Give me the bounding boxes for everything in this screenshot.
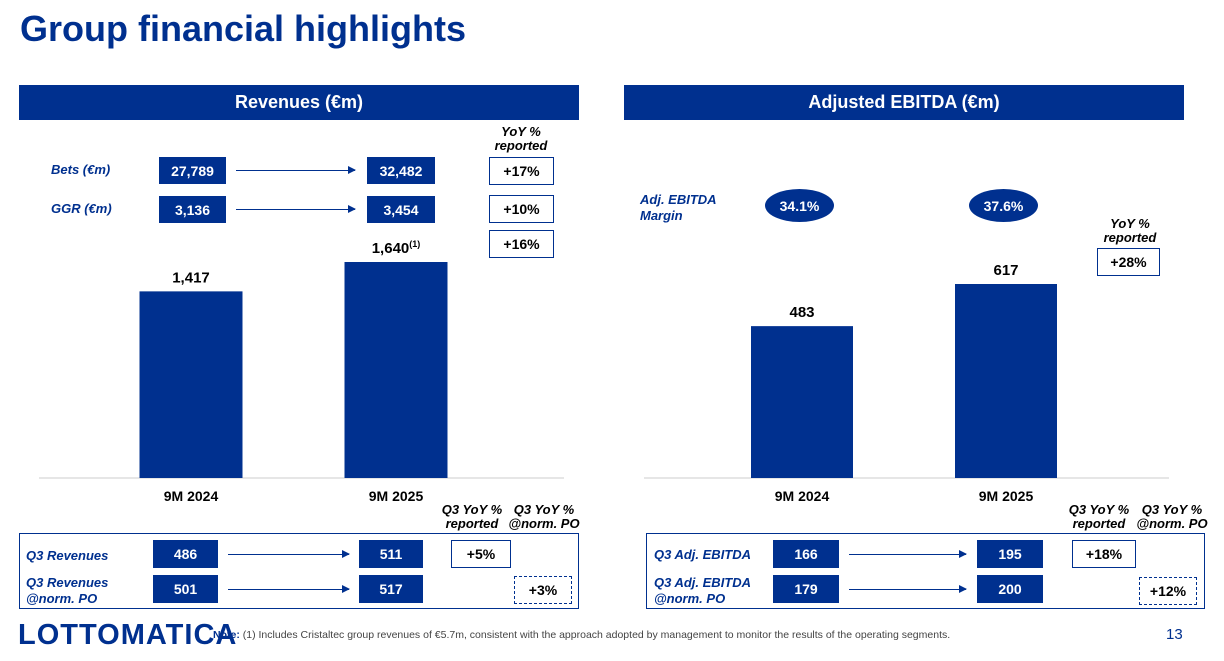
q3-ebitda-norm-2025-value: 200	[977, 575, 1043, 603]
revenues-panel-header: Revenues (€m)	[19, 85, 579, 120]
bets-label: Bets (€m)	[51, 162, 111, 177]
page-number: 13	[1166, 626, 1183, 643]
ebitda-total-yoy: +28%	[1097, 248, 1160, 276]
revenues-yoy-header: YoY % reported	[488, 125, 554, 153]
ebitda-margin-2025-badge: 37.6%	[969, 189, 1038, 222]
q3-revenues-norm-label-line2: @norm. PO	[26, 591, 98, 606]
revenues-q3-reported-header: Q3 YoY % reported	[436, 503, 508, 531]
bets-yoy-value: +17%	[489, 157, 554, 185]
q3-ebitda-norm-arrow	[849, 585, 967, 593]
ebitda-q3-norm-header: Q3 YoY % @norm. PO	[1133, 503, 1211, 531]
q3-revenues-yoy-value: +5%	[451, 540, 511, 568]
q3-revenues-2024-value: 486	[153, 540, 218, 568]
ebitda-margin-2024-badge: 34.1%	[765, 189, 834, 222]
q3-reported-header-line2: reported	[445, 516, 499, 531]
bar-9m-2025	[955, 284, 1057, 478]
ggr-2025-value: 3,454	[367, 196, 435, 223]
bar-9m-2024	[751, 326, 853, 478]
q3-ebitda-yoy-value: +18%	[1072, 540, 1136, 568]
q3-revenues-norm-label: Q3 Revenues @norm. PO	[26, 575, 108, 607]
ebitda-bar-chart: 483 9M 2024 617 9M 2025	[644, 262, 1169, 504]
revenues-total-yoy: +16%	[489, 230, 554, 258]
q3-revenues-2025-value: 511	[359, 540, 423, 568]
q3-revenues-norm-yoy-value: +3%	[514, 576, 572, 604]
bar-value-footnote-marker: (1)	[409, 239, 420, 249]
bar-9m-2024	[139, 291, 243, 478]
page-title: Group financial highlights	[20, 8, 466, 49]
category-tick-label: 9M 2024	[775, 488, 830, 504]
q3-ebitda-arrow	[849, 550, 967, 558]
ebitda-panel-header: Adjusted EBITDA (€m)	[624, 85, 1184, 120]
q3-ebitda-norm-label-line1: Q3 Adj. EBITDA	[654, 575, 752, 590]
ebitda-margin-label: Adj. EBITDA Margin	[640, 192, 717, 224]
footnote-text: (1) Includes Cristaltec group revenues o…	[242, 629, 951, 641]
bets-arrow	[236, 166, 356, 174]
revenues-bar-chart: 1,417 9M 2024 1,640(1) 9M 2025	[39, 239, 564, 504]
bar-value-label: 1,640(1)	[372, 239, 421, 257]
ebitda-q3-reported-header: Q3 YoY % reported	[1063, 503, 1135, 531]
q3-revenues-norm-2024-value: 501	[153, 575, 218, 603]
bar-9m-2025	[344, 262, 448, 478]
margin-label-line2: Margin	[640, 208, 683, 223]
margin-label-line1: Adj. EBITDA	[640, 192, 717, 207]
bets-2025-value: 32,482	[367, 157, 435, 184]
q3-ebitda-label: Q3 Adj. EBITDA	[654, 547, 752, 562]
q3-ebitda-norm-label: Q3 Adj. EBITDA @norm. PO	[654, 575, 751, 607]
revenues-q3-norm-header: Q3 YoY % @norm. PO	[506, 503, 582, 531]
q3-revenues-label: Q3 Revenues	[26, 548, 109, 563]
bets-2024-value: 27,789	[159, 157, 226, 184]
ggr-2024-value: 3,136	[159, 196, 226, 223]
yoy-header-line2: reported	[494, 138, 548, 153]
ggr-yoy-value: +10%	[489, 195, 554, 223]
q3-ebitda-2025-value: 195	[977, 540, 1043, 568]
yoy-header-line2: reported	[1103, 230, 1157, 245]
q3-ebitda-norm-yoy-value: +12%	[1139, 577, 1197, 605]
q3-revenues-norm-label-line1: Q3 Revenues	[26, 575, 109, 590]
q3-reported-header-line1: Q3 YoY %	[1068, 502, 1130, 517]
yoy-header-line1: YoY %	[1110, 216, 1150, 231]
q3-reported-header-line1: Q3 YoY %	[441, 502, 503, 517]
category-tick-label: 9M 2025	[979, 488, 1034, 504]
category-tick-label: 9M 2025	[369, 488, 424, 504]
bar-value-label: 483	[789, 304, 814, 321]
yoy-header-line1: YoY %	[501, 124, 541, 139]
ebitda-q3-frame	[646, 533, 1205, 609]
q3-norm-header-line2: @norm. PO	[1136, 516, 1208, 531]
q3-ebitda-2024-value: 166	[773, 540, 839, 568]
q3-revenues-arrow	[228, 550, 350, 558]
q3-ebitda-norm-2024-value: 179	[773, 575, 839, 603]
q3-revenues-norm-2025-value: 517	[359, 575, 423, 603]
ggr-arrow	[236, 205, 356, 213]
ebitda-yoy-header: YoY % reported	[1096, 217, 1164, 245]
lottomatica-logo: LOTTOMATICA	[18, 619, 238, 651]
q3-norm-header-line1: Q3 YoY %	[513, 502, 575, 517]
ggr-label: GGR (€m)	[51, 201, 112, 216]
footnote-label: Note:	[213, 629, 240, 641]
q3-norm-header-line2: @norm. PO	[508, 516, 580, 531]
q3-reported-header-line2: reported	[1072, 516, 1126, 531]
q3-norm-header-line1: Q3 YoY %	[1141, 502, 1203, 517]
q3-revenues-norm-arrow	[228, 585, 350, 593]
category-tick-label: 9M 2024	[164, 488, 219, 504]
bar-value-label: 1,417	[172, 269, 210, 286]
revenues-q3-frame	[19, 533, 579, 609]
footnote: Note: (1) Includes Cristaltec group reve…	[213, 629, 950, 641]
bar-value-label: 617	[993, 262, 1018, 279]
q3-ebitda-norm-label-line2: @norm. PO	[654, 591, 726, 606]
